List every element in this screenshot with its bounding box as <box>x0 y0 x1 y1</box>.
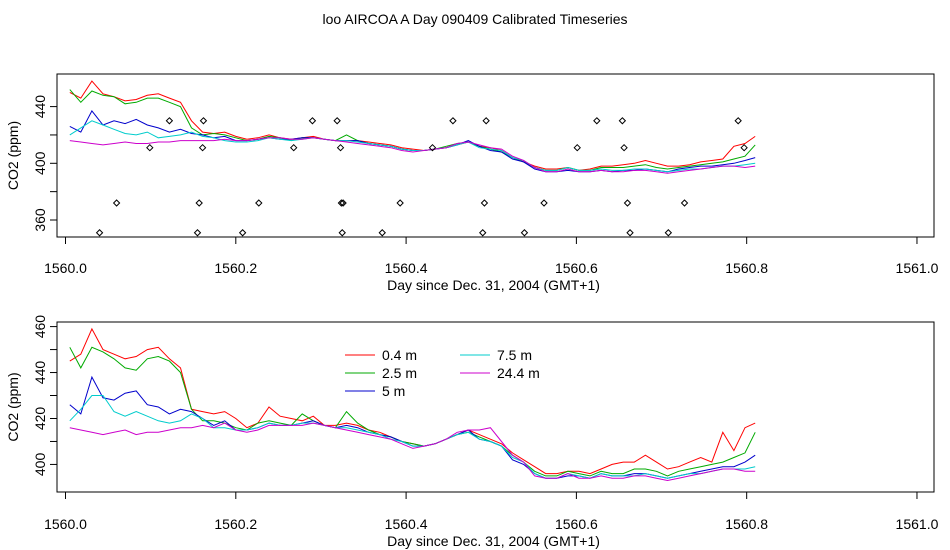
panel1-x-tick-label: 1560.2 <box>214 260 257 276</box>
panel1-frame <box>56 73 935 238</box>
panel2-x-tick-label: 1560.4 <box>385 516 428 532</box>
panel1-point-marker <box>165 117 174 125</box>
panel1-x-tick-label: 1560.6 <box>555 260 598 276</box>
panel1-x-tick-label: 1560.8 <box>725 260 768 276</box>
panel1-plot: 1560.0 1560.2 1560.4 1560.6 1560.8 1561.0 360 4… <box>5 73 939 293</box>
legend-label-4: 7.5 m <box>497 347 532 363</box>
panel1-point-marker <box>308 117 317 125</box>
panel1-y-tick-label: 360 <box>32 208 48 232</box>
panel1-x-tick-label: 1561.0 <box>896 260 939 276</box>
panel1-point-marker <box>573 143 581 152</box>
panel2-y-tick-label: 400 <box>32 453 48 477</box>
panel1-point-marker <box>378 229 386 237</box>
panel1-point-marker <box>620 143 628 152</box>
panel2-y-tick-label: 440 <box>32 361 48 385</box>
panel2-y-axis-label: CO2 (ppm) <box>5 372 21 441</box>
panel1-point-marker <box>112 199 121 207</box>
panel1-point-marker <box>198 143 207 152</box>
figure-title: loo AIRCOA A Day 090409 Calibrated Times… <box>322 11 628 27</box>
panel1-point-marker <box>336 143 345 152</box>
panel1-point-marker <box>289 143 298 152</box>
panel2-series-line-4 <box>69 395 756 479</box>
panel1-y-tick-label: 400 <box>32 151 48 175</box>
panel1-x-tick-label: 1560.4 <box>385 260 428 276</box>
panel2-x-tick-label: 1561.0 <box>896 516 939 532</box>
panel2-y-tick-label: 460 <box>32 315 48 339</box>
panel2-x-tick-label: 1560.0 <box>44 516 87 532</box>
panel1-point-marker <box>146 143 154 152</box>
panel1-point-marker <box>593 117 601 125</box>
panel1-point-marker <box>680 199 689 207</box>
legend-label-1: 0.4 m <box>382 347 417 363</box>
panel1-point-marker <box>338 229 346 237</box>
panel2-x-tick-label: 1560.6 <box>555 516 598 532</box>
panel1-point-marker <box>255 199 263 207</box>
panel1-point-marker <box>623 199 632 207</box>
panel1-point-marker <box>396 199 404 207</box>
panel1-point-marker <box>480 199 489 207</box>
panel1-point-marker <box>520 229 529 237</box>
panel1-point-marker <box>339 199 347 207</box>
legend-label-3: 5 m <box>382 383 405 399</box>
panel1-x-tick-label: 1560.0 <box>44 260 87 276</box>
panel1-point-marker <box>449 117 457 125</box>
panel2-plot: 1560.0 1560.2 1560.4 1560.6 1560.8 1561.0 400 4… <box>5 315 939 549</box>
panel1-y-tick-label: 440 <box>32 95 48 119</box>
panel1-y-axis-label: CO2 (ppm) <box>5 121 21 190</box>
panel1-point-marker <box>734 117 742 125</box>
panel1-point-marker <box>626 229 634 237</box>
panel2-series-line-3 <box>69 375 756 479</box>
panel2-x-tick-label: 1560.2 <box>214 516 257 532</box>
panel1-series-line-5 <box>69 137 756 174</box>
panel1-point-marker <box>740 143 748 152</box>
panel1-point-marker <box>333 117 341 125</box>
panel1-point-marker <box>238 229 247 237</box>
legend-label-5: 24.4 m <box>497 365 540 381</box>
legend-label-2: 2.5 m <box>382 365 417 381</box>
panel1-point-marker <box>664 229 673 237</box>
panel2-x-tick-label: 1560.8 <box>725 516 768 532</box>
panel2-frame <box>56 321 935 493</box>
panel1-point-marker <box>479 229 487 237</box>
panel2-series-line-2 <box>69 346 756 477</box>
panel1-point-marker <box>199 117 208 125</box>
panel2-x-axis-label: Day since Dec. 31, 2004 (GMT+1) <box>387 533 600 549</box>
panel1-point-marker <box>195 199 203 207</box>
panel1-series-line-2 <box>69 89 756 171</box>
panel1-point-marker <box>618 117 627 125</box>
panel1-point-marker <box>428 143 437 152</box>
panel1-point-marker <box>337 199 346 207</box>
panel1-series-line-4 <box>69 120 756 173</box>
panel1-point-marker <box>193 229 202 237</box>
panel1-point-marker <box>95 229 104 237</box>
panel1-point-marker <box>540 199 548 207</box>
panel1-series-line-1 <box>69 80 756 171</box>
panel1-x-axis-label: Day since Dec. 31, 2004 (GMT+1) <box>387 277 600 293</box>
panel2-y-tick-label: 420 <box>32 407 48 431</box>
panel1-point-marker <box>482 117 490 125</box>
panel2-series-line-5 <box>69 422 756 482</box>
